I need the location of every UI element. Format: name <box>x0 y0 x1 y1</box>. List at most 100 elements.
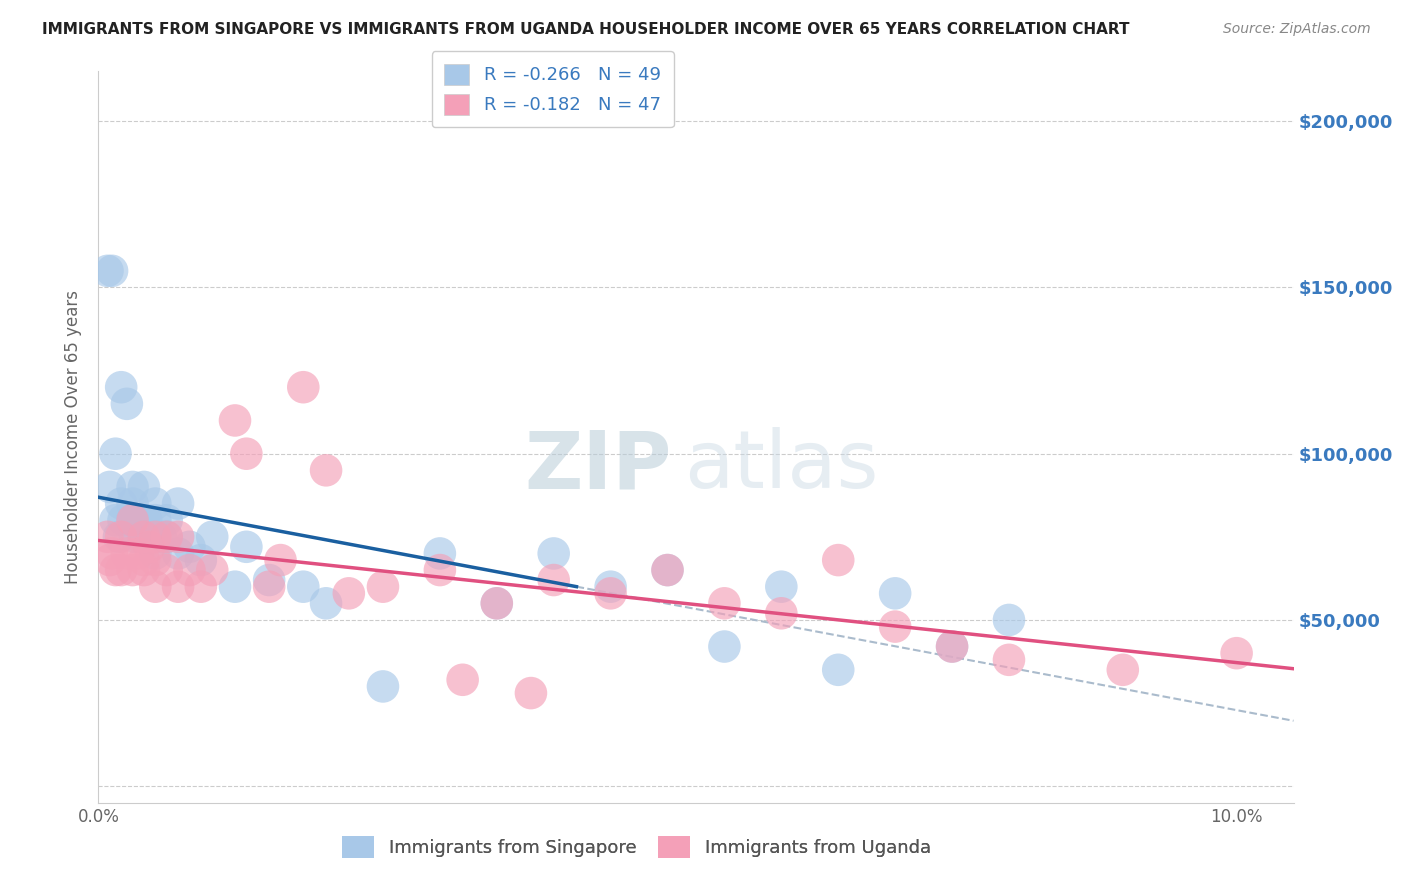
Point <box>104 563 127 577</box>
Text: Source: ZipAtlas.com: Source: ZipAtlas.com <box>1223 22 1371 37</box>
Point <box>127 513 149 527</box>
Point <box>138 530 160 544</box>
Point <box>121 480 143 494</box>
Point <box>156 563 179 577</box>
Point <box>132 553 155 567</box>
Point <box>270 553 292 567</box>
Point <box>108 530 131 544</box>
Point <box>138 540 160 554</box>
Point <box>315 463 337 477</box>
Point <box>190 580 212 594</box>
Point <box>167 530 190 544</box>
Text: IMMIGRANTS FROM SINGAPORE VS IMMIGRANTS FROM UGANDA HOUSEHOLDER INCOME OVER 65 Y: IMMIGRANTS FROM SINGAPORE VS IMMIGRANTS … <box>42 22 1129 37</box>
Point <box>235 540 257 554</box>
Point <box>371 580 394 594</box>
Point <box>143 546 166 560</box>
Point <box>657 563 679 577</box>
Point <box>485 596 508 610</box>
Point <box>257 573 280 587</box>
Point <box>315 596 337 610</box>
Point <box>827 663 849 677</box>
Text: ZIP: ZIP <box>524 427 672 506</box>
Point <box>201 563 224 577</box>
Point <box>520 686 543 700</box>
Point <box>96 264 118 278</box>
Point <box>884 586 907 600</box>
Point <box>201 530 224 544</box>
Point <box>110 530 132 544</box>
Point <box>121 497 143 511</box>
Point <box>96 530 118 544</box>
Point <box>143 530 166 544</box>
Point <box>179 563 201 577</box>
Point <box>156 530 179 544</box>
Point <box>998 613 1021 627</box>
Point <box>110 563 132 577</box>
Point <box>135 513 157 527</box>
Point <box>485 596 508 610</box>
Point <box>156 530 179 544</box>
Point <box>224 413 246 427</box>
Point <box>121 513 143 527</box>
Point <box>543 546 565 560</box>
Point <box>167 580 190 594</box>
Point <box>156 513 179 527</box>
Point <box>143 497 166 511</box>
Point <box>150 530 173 544</box>
Point <box>770 580 793 594</box>
Point <box>167 497 190 511</box>
Point <box>371 680 394 694</box>
Point <box>292 380 315 394</box>
Point <box>998 653 1021 667</box>
Point <box>770 607 793 621</box>
Point <box>110 380 132 394</box>
Point <box>1226 646 1249 660</box>
Point <box>599 586 621 600</box>
Point <box>941 640 963 654</box>
Text: atlas: atlas <box>685 427 879 506</box>
Point <box>115 397 138 411</box>
Point <box>143 553 166 567</box>
Point <box>827 553 849 567</box>
Point <box>235 447 257 461</box>
Point <box>713 640 735 654</box>
Point <box>101 546 124 560</box>
Point <box>337 586 360 600</box>
Point <box>224 580 246 594</box>
Point <box>127 546 149 560</box>
Point <box>115 546 138 560</box>
Point <box>167 546 190 560</box>
Point <box>941 640 963 654</box>
Point <box>429 546 451 560</box>
Point <box>132 530 155 544</box>
Point <box>121 513 143 527</box>
Point <box>132 563 155 577</box>
Point <box>451 673 474 687</box>
Point <box>112 513 135 527</box>
Point <box>292 580 315 594</box>
Point <box>124 530 146 544</box>
Point <box>143 580 166 594</box>
Point <box>132 480 155 494</box>
Point <box>143 530 166 544</box>
Point <box>104 447 127 461</box>
Point <box>143 513 166 527</box>
Point <box>190 553 212 567</box>
Legend: Immigrants from Singapore, Immigrants from Uganda: Immigrants from Singapore, Immigrants fr… <box>333 827 939 867</box>
Point <box>257 580 280 594</box>
Point <box>884 619 907 633</box>
Point <box>101 264 124 278</box>
Point <box>713 596 735 610</box>
Point <box>132 513 155 527</box>
Point <box>132 530 155 544</box>
Point <box>121 563 143 577</box>
Point <box>429 563 451 577</box>
Point <box>543 573 565 587</box>
Point <box>599 580 621 594</box>
Point <box>179 540 201 554</box>
Point <box>104 513 127 527</box>
Point <box>98 480 121 494</box>
Point <box>1112 663 1135 677</box>
Point <box>657 563 679 577</box>
Y-axis label: Householder Income Over 65 years: Householder Income Over 65 years <box>65 290 83 584</box>
